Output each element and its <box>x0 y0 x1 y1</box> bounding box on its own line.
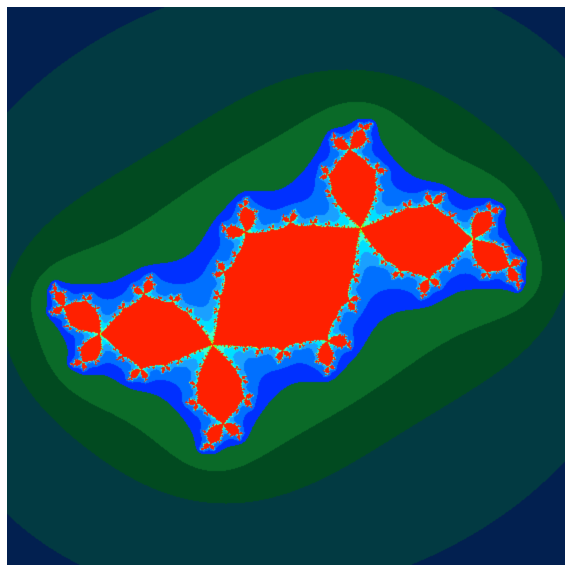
julia-set-fractal-image <box>7 7 565 565</box>
fractal-canvas <box>7 7 565 565</box>
